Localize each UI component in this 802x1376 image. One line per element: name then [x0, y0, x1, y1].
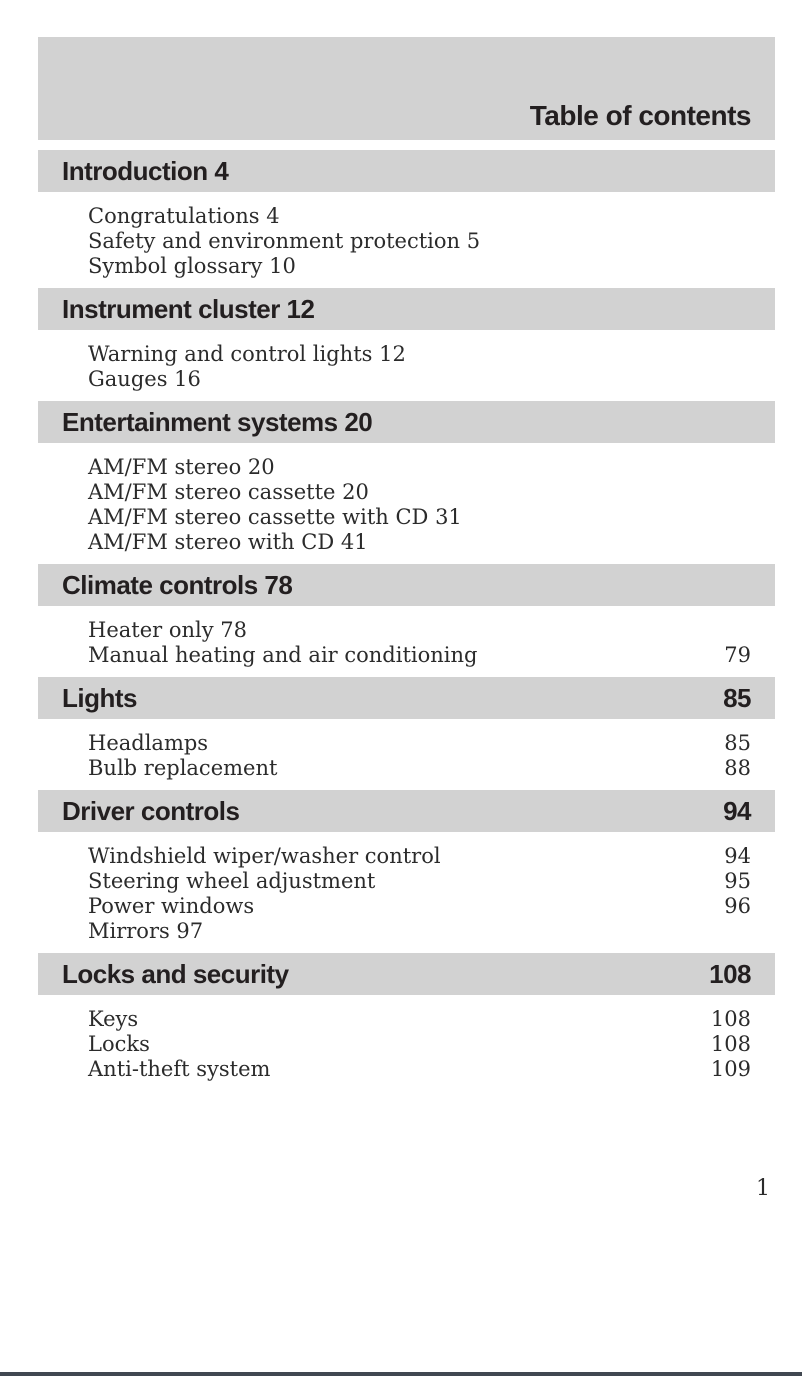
section-items: Heater only 78 Manual heating and air co…: [38, 606, 775, 677]
toc-entry-page-number: 96: [724, 894, 751, 918]
toc-entry: Power windows 96: [88, 894, 751, 919]
toc-entry-label: Keys: [88, 1007, 139, 1031]
toc-entry-page-number: 88: [724, 756, 751, 780]
toc-entry-page-number: 94: [724, 844, 751, 868]
section-heading: Entertainment systems 20: [62, 406, 373, 437]
section-items: Windshield wiper/washer control 94 Steer…: [38, 832, 775, 953]
toc-entry-label: Steering wheel adjustment: [88, 869, 376, 893]
section-items: Headlamps 85 Bulb replacement 88: [38, 719, 775, 790]
toc-entry-label: Headlamps: [88, 731, 209, 755]
page-header-band: Table of contents: [38, 37, 775, 140]
toc-section: Lights 85 Headlamps 85 Bulb replacement …: [38, 677, 775, 790]
toc-entry-page-number: 108: [710, 1007, 751, 1031]
toc-section: Locks and security 108 Keys 108 Locks 10…: [38, 953, 775, 1091]
toc-sections: Introduction 4 Congratulations 4 Safety …: [38, 150, 775, 1091]
toc-section: Instrument cluster 12 Warning and contro…: [38, 288, 775, 401]
toc-entry-label: Windshield wiper/washer control: [88, 844, 441, 868]
section-heading-band: Driver controls 94: [38, 790, 775, 832]
section-items: Warning and control lights 12 Gauges 16: [38, 330, 775, 401]
toc-entry-label: Anti-theft system: [88, 1057, 271, 1081]
toc-entry: AM/FM stereo cassette 20: [88, 480, 751, 505]
toc-entry-label: Locks: [88, 1032, 150, 1056]
toc-section: Climate controls 78 Heater only 78 Manua…: [38, 564, 775, 677]
toc-entry-label: AM/FM stereo cassette with CD 31: [88, 505, 462, 529]
toc-entry: Keys 108: [88, 1007, 751, 1032]
toc-entry-page-number: 109: [710, 1057, 751, 1081]
toc-entry: Locks 108: [88, 1032, 751, 1057]
toc-entry: Safety and environment protection 5: [88, 229, 751, 254]
toc-entry-label: Manual heating and air conditioning: [88, 643, 478, 667]
toc-entry: AM/FM stereo 20: [88, 455, 751, 480]
toc-entry-label: Warning and control lights 12: [88, 342, 406, 366]
section-page-number: 94: [723, 795, 751, 826]
toc-entry: Symbol glossary 10: [88, 254, 751, 279]
toc-entry-label: Power windows: [88, 894, 255, 918]
toc-entry-page-number: 95: [724, 869, 751, 893]
toc-entry-label: Heater only 78: [88, 618, 247, 642]
toc-entry-label: Symbol glossary 10: [88, 254, 296, 278]
section-heading: Driver controls: [62, 795, 240, 826]
section-page-number: 85: [723, 682, 751, 713]
toc-entry: Windshield wiper/washer control 94: [88, 844, 751, 869]
section-heading-band: Climate controls 78: [38, 564, 775, 606]
toc-entry-label: AM/FM stereo cassette 20: [88, 480, 369, 504]
toc-entry: Anti-theft system 109: [88, 1057, 751, 1082]
section-items: Congratulations 4 Safety and environment…: [38, 192, 775, 288]
toc-entry: AM/FM stereo cassette with CD 31: [88, 505, 751, 530]
toc-entry: Steering wheel adjustment 95: [88, 869, 751, 894]
section-heading: Locks and security: [62, 958, 289, 989]
toc-section: Introduction 4 Congratulations 4 Safety …: [38, 150, 775, 288]
section-heading: Climate controls 78: [62, 569, 293, 600]
toc-entry: AM/FM stereo with CD 41: [88, 530, 751, 555]
page-number: 1: [756, 1176, 770, 1201]
section-page-number: 108: [709, 958, 751, 989]
section-heading-band: Lights 85: [38, 677, 775, 719]
section-heading: Instrument cluster 12: [62, 293, 315, 324]
toc-entry: Headlamps 85: [88, 731, 751, 756]
toc-entry-label: AM/FM stereo with CD 41: [88, 530, 368, 554]
toc-entry-page-number: 79: [724, 643, 751, 667]
bottom-rule: [0, 1372, 802, 1376]
toc-section: Entertainment systems 20 AM/FM stereo 20…: [38, 401, 775, 564]
toc-section: Driver controls 94 Windshield wiper/wash…: [38, 790, 775, 953]
toc-entry: Heater only 78: [88, 618, 751, 643]
toc-entry-page-number: 108: [710, 1032, 751, 1056]
section-heading: Lights: [62, 682, 138, 713]
toc-entry-page-number: 85: [724, 731, 751, 755]
toc-entry-label: Mirrors 97: [88, 919, 204, 943]
section-heading-band: Locks and security 108: [38, 953, 775, 995]
toc-entry-label: AM/FM stereo 20: [88, 455, 275, 479]
toc-entry: Mirrors 97: [88, 919, 751, 944]
page-title: Table of contents: [529, 100, 752, 131]
toc-entry-label: Bulb replacement: [88, 756, 278, 780]
section-heading-band: Instrument cluster 12: [38, 288, 775, 330]
toc-entry: Warning and control lights 12: [88, 342, 751, 367]
toc-entry: Gauges 16: [88, 367, 751, 392]
section-heading-band: Introduction 4: [38, 150, 775, 192]
section-heading-band: Entertainment systems 20: [38, 401, 775, 443]
toc-entry: Congratulations 4: [88, 204, 751, 229]
section-items: Keys 108 Locks 108 Anti-theft system 109: [38, 995, 775, 1091]
section-items: AM/FM stereo 20 AM/FM stereo cassette 20…: [38, 443, 775, 564]
toc-entry-label: Safety and environment protection 5: [88, 229, 481, 253]
toc-entry-label: Congratulations 4: [88, 204, 280, 228]
section-heading: Introduction 4: [62, 155, 229, 186]
toc-entry: Manual heating and air conditioning 79: [88, 643, 751, 668]
toc-entry: Bulb replacement 88: [88, 756, 751, 781]
toc-entry-label: Gauges 16: [88, 367, 201, 391]
